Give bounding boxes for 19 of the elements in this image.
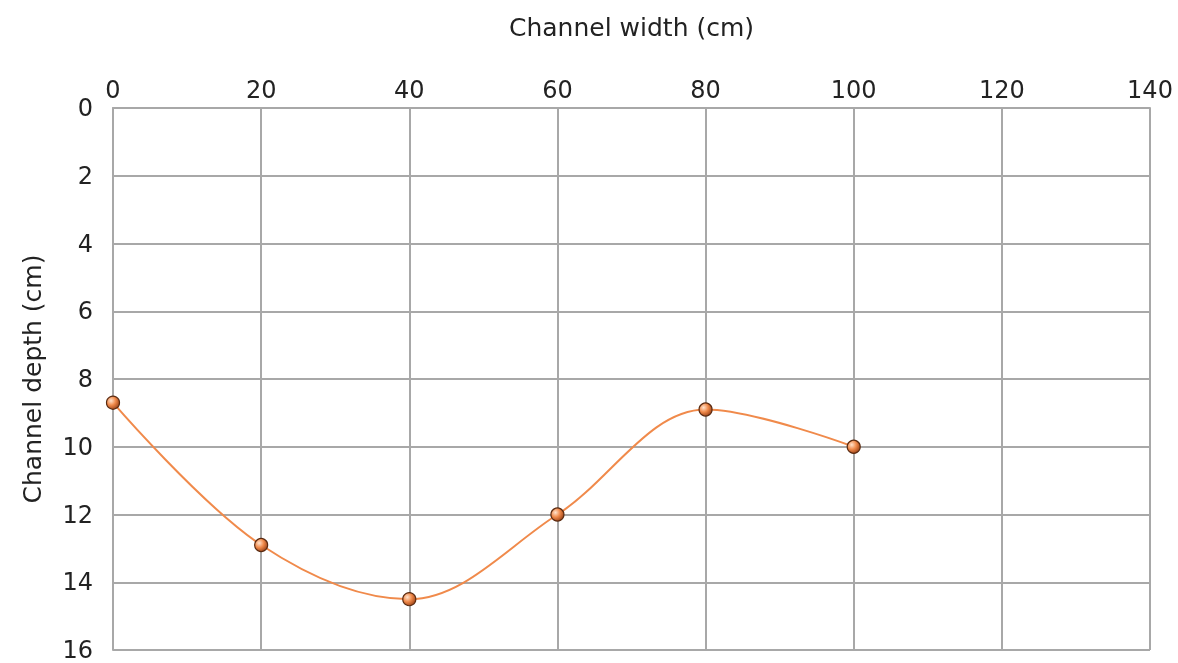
y-tick-label: 6 xyxy=(77,297,93,326)
x-axis-title: Channel width (cm) xyxy=(508,13,755,42)
y-tick-label: 0 xyxy=(77,94,93,122)
y-tick-label: 4 xyxy=(77,229,93,258)
x-tick-label: 140 xyxy=(1127,76,1173,104)
y-tick-label: 12 xyxy=(62,500,93,529)
x-tick-label: 120 xyxy=(978,76,1025,104)
y-tick-label: 14 xyxy=(62,568,93,597)
x-tick-label: 60 xyxy=(542,76,573,104)
x-tick-label: 20 xyxy=(245,76,277,104)
y-tick-label: 8 xyxy=(77,365,93,393)
y-tick-label: 10 xyxy=(62,432,93,461)
y-axis-title: Channel depth (cm) xyxy=(18,254,47,504)
x-tick-label: 0 xyxy=(105,76,121,104)
y-tick-label: 2 xyxy=(77,161,93,190)
x-tick-label: 80 xyxy=(690,76,721,104)
y-tick-label: 16 xyxy=(62,636,93,663)
x-tick-label: 100 xyxy=(830,76,877,104)
x-tick-label: 40 xyxy=(394,76,425,104)
